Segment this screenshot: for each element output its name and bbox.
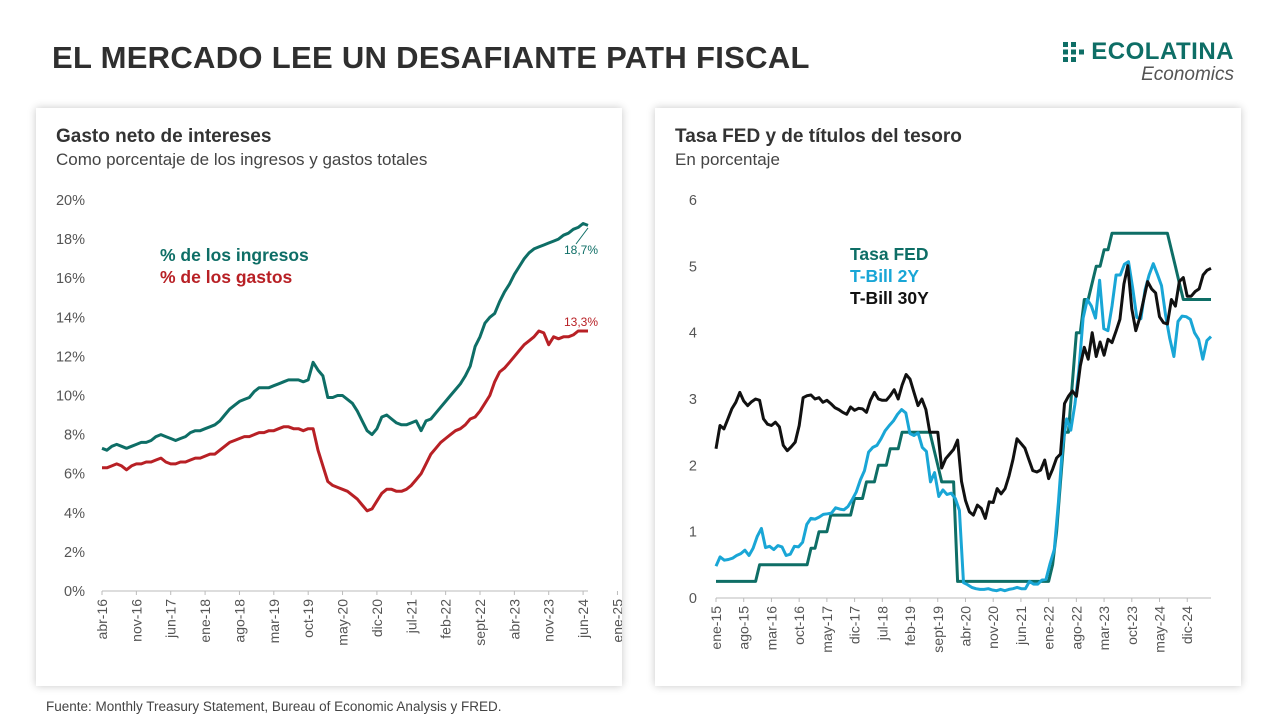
logo-subtitle: Economics [1141, 64, 1234, 85]
x-tick-label: nov-23 [541, 599, 557, 642]
x-tick-label: may-24 [1152, 606, 1168, 653]
x-tick-label: nov-20 [985, 606, 1001, 649]
series-line-2 [102, 329, 588, 513]
x-tick-label: oct-19 [300, 599, 316, 638]
series-line-2 [714, 260, 1213, 593]
x-tick-label: ene-22 [1041, 606, 1057, 650]
y-tick-label: 4 [689, 326, 697, 342]
y-tick-label: 6 [689, 193, 697, 209]
end-value-label-gastos: 13,3% [564, 315, 598, 329]
y-tick-label: 18% [56, 232, 85, 248]
y-tick-label: 1 [689, 525, 697, 541]
chart-subtitle: En porcentaje [675, 150, 780, 169]
source-footer: Fuente: Monthly Treasury Statement, Bure… [46, 699, 502, 714]
y-tick-label: 6% [64, 467, 85, 483]
x-tick-label: sept-22 [472, 599, 488, 646]
series-line-3 [714, 264, 1212, 520]
logo-name: ECOLATINA [1091, 38, 1234, 65]
chart-title: Gasto neto de intereses [56, 126, 272, 147]
y-tick-label: 16% [56, 271, 85, 287]
end-label-leader [575, 227, 589, 245]
fed-rate-chart-card: Tasa FED y de títulos del tesoro En porc… [655, 108, 1241, 686]
end-value-label-ingresos: 18,7% [564, 243, 598, 257]
interest-spending-chart-card: Gasto neto de intereses Como porcentaje … [36, 108, 622, 686]
y-tick-label: 8% [64, 428, 85, 444]
legend-entry-gastos: % de los gastos [160, 267, 293, 287]
legend-entry-1: Tasa FED [850, 244, 928, 264]
series-line-1 [716, 231, 1211, 583]
y-tick-label: 2% [64, 545, 85, 561]
x-tick-label: dic-20 [369, 599, 385, 637]
x-tick-label: abr-16 [94, 599, 110, 640]
x-tick-label: nov-16 [128, 599, 144, 642]
legend-entry-3: T-Bill 30Y [850, 288, 929, 308]
y-tick-label: 10% [56, 389, 85, 405]
x-tick-label: jun-17 [163, 599, 179, 639]
x-tick-label: ago-15 [736, 606, 752, 650]
x-tick-label: ene-18 [197, 599, 213, 643]
x-tick-label: may-20 [335, 599, 351, 646]
y-tick-label: 12% [56, 349, 85, 365]
x-tick-label: ene-25 [609, 599, 622, 643]
page-title: EL MERCADO LEE UN DESAFIANTE PATH FISCAL [52, 40, 810, 75]
x-tick-label: mar-19 [266, 599, 282, 644]
x-tick-label: ene-15 [708, 606, 724, 650]
x-tick-label: may-17 [819, 606, 835, 653]
x-tick-label: abr-23 [506, 599, 522, 640]
x-tick-label: ago-22 [1068, 606, 1084, 650]
y-tick-label: 3 [689, 392, 697, 408]
chart-subtitle: Como porcentaje de los ingresos y gastos… [56, 150, 428, 169]
x-tick-label: dic-24 [1179, 606, 1195, 644]
fed-rate-chart: 0 1 2 3 4 5 6 ene-15 ago-15 mar-16 oct-16 may-17 dic… [689, 193, 1213, 653]
legend-entry-ingresos: % de los ingresos [160, 245, 309, 265]
x-tick-label: dic-17 [847, 606, 863, 644]
y-tick-label: 20% [56, 193, 85, 209]
x-tick-label: oct-23 [1124, 606, 1140, 645]
y-tick-label: 0% [64, 584, 85, 600]
ecolatina-logo: ECOLATINA Economics [1063, 38, 1234, 86]
x-tick-label: sept-19 [930, 606, 946, 653]
x-tick-label: jun-24 [575, 599, 591, 639]
x-tick-label: jul-21 [403, 599, 419, 634]
x-tick-label: mar-23 [1096, 606, 1112, 651]
grid-logo-icon [1063, 42, 1085, 62]
x-tick-label: jul-18 [874, 606, 890, 641]
y-tick-label: 2 [689, 458, 697, 474]
x-tick-label: oct-16 [791, 606, 807, 645]
y-tick-label: 4% [64, 506, 85, 522]
legend-entry-2: T-Bill 2Y [850, 266, 919, 286]
chart-title: Tasa FED y de títulos del tesoro [675, 126, 962, 147]
x-tick-label: feb-22 [438, 599, 454, 639]
y-tick-label: 14% [56, 310, 85, 326]
x-tick-label: jun-21 [1013, 606, 1029, 646]
interest-spending-chart: 0% 2% 4% 6% 8% 10% 12% 14% 16% 18% 20% abr-16 nov-16… [56, 193, 622, 646]
y-tick-label: 0 [689, 591, 697, 607]
x-tick-label: feb-19 [902, 606, 918, 646]
x-tick-label: ago-18 [231, 599, 247, 643]
x-tick-label: abr-20 [957, 606, 973, 647]
y-tick-label: 5 [689, 259, 697, 275]
x-tick-label: mar-16 [763, 606, 779, 651]
series-line-1 [101, 222, 589, 452]
